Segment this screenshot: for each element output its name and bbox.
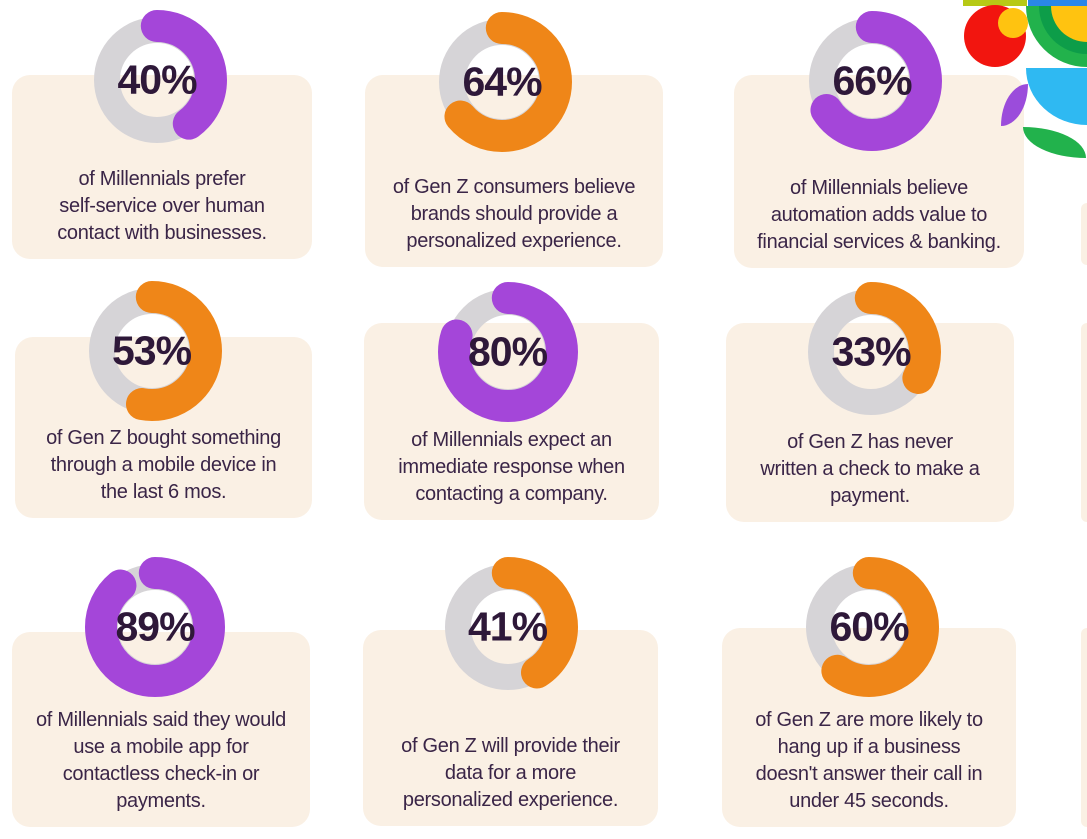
percent-value: 80% [467,328,548,375]
percent-value: 53% [111,327,192,374]
donut-chart [85,557,225,697]
stat-description: of Gen Z has never written a check to ma… [760,431,980,507]
donut-chart [802,11,942,151]
percent-value: 60% [829,603,909,650]
donut-arc [801,282,941,422]
stat-card: 80% of Millennials expect an immediate r… [364,282,659,520]
stat-description: of Gen Z are more likely to hang up if a… [755,709,983,812]
donut-chart [437,557,578,697]
donut-arc [85,557,225,697]
stat-card: 66% of Millennials believe automation ad… [734,11,1024,268]
stat-description: of Gen Z consumers believe brands should… [392,176,636,252]
donut-arc [87,10,227,150]
donut-arc [81,281,222,421]
cropped-card-edge [1081,323,1087,522]
donut-chart [437,282,578,422]
donut-arc [437,282,578,422]
stat-description: of Millennials expect an immediate respo… [398,429,625,505]
cropped-card-edge [1081,203,1087,265]
donut-arc [799,557,939,697]
percent-value: 66% [832,57,912,104]
donut-chart [432,12,572,152]
donut-chart [801,282,941,422]
stat-description: of Gen Z bought something through a mobi… [46,427,281,503]
lime-bar-shape [963,0,1027,6]
stat-card: 41% of Gen Z will provide their data for… [363,557,658,826]
stat-card: 64% of Gen Z consumers believe brands sh… [365,12,663,267]
green-leaf-shape [1023,127,1086,158]
stat-description: of Millennials said they would use a mob… [35,709,287,812]
percent-value: 41% [467,603,548,650]
stat-card: 89% of Millennials said they would use a… [12,557,310,827]
percent-value: 33% [831,328,911,375]
percent-value: 89% [115,603,195,650]
blue-bar-shape [1028,0,1087,6]
stat-card: 60% of Gen Z are more likely to hang up … [722,557,1016,827]
cropped-card-edge [1081,628,1087,827]
stat-description: of Gen Z will provide their data for a m… [401,735,620,811]
donut-chart [87,10,227,150]
donut-chart [799,557,939,697]
cyan-quarter-shape [1026,68,1087,125]
percent-value: 64% [462,58,542,105]
donut-arc [432,12,572,152]
percent-value: 40% [117,56,197,103]
stat-card: 33% of Gen Z has never written a check t… [726,282,1014,522]
stat-card: 40% of Millennials prefer self-service o… [12,10,312,259]
stat-description: of Millennials believe automation adds v… [757,177,1001,253]
stat-description: of Millennials prefer self-service over … [57,168,267,244]
donut-arc [437,557,578,697]
donut-arc [802,11,942,151]
stat-card: 53% of Gen Z bought something through a … [15,281,312,518]
donut-chart [81,281,222,421]
yellow-circle-shape [998,8,1028,38]
